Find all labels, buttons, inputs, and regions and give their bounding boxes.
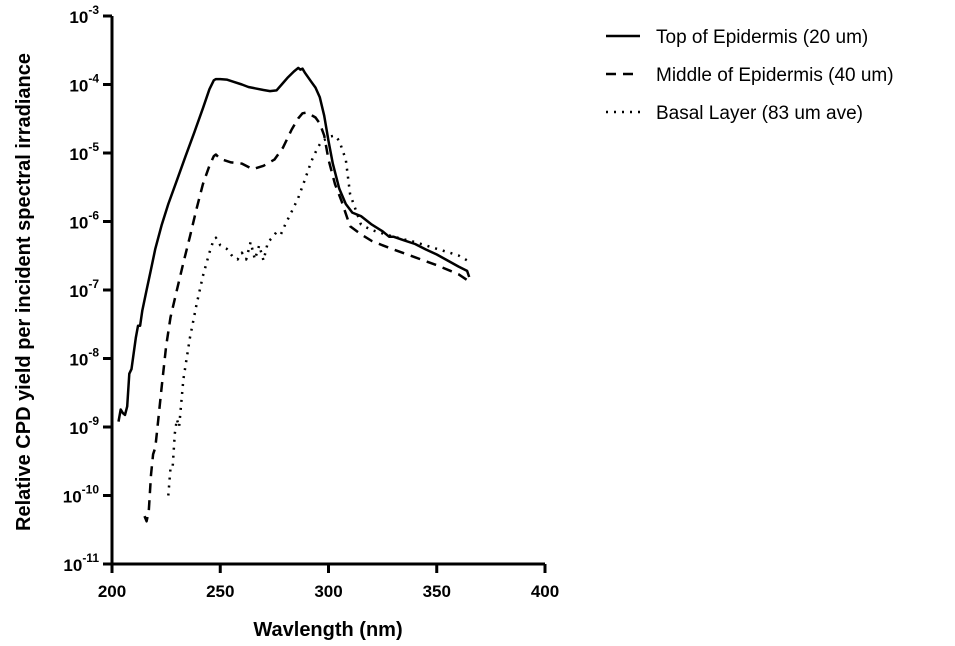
legend-label-3: Basal Layer (83 um ave) bbox=[656, 103, 863, 124]
y-tick-exponent: -4 bbox=[88, 72, 99, 86]
series-line-3 bbox=[167, 134, 470, 496]
y-tick-base: 10 bbox=[69, 77, 88, 96]
y-tick-label: 10-9 bbox=[69, 414, 99, 438]
legend-label-2: Middle of Epidermis (40 um) bbox=[656, 65, 894, 86]
y-tick-exponent: -6 bbox=[88, 209, 99, 223]
x-tick-label: 300 bbox=[314, 582, 342, 601]
y-tick-label: 10-8 bbox=[69, 346, 99, 370]
y-tick-base: 10 bbox=[69, 419, 88, 438]
y-tick-base: 10 bbox=[69, 351, 88, 370]
x-tick-label: 250 bbox=[206, 582, 234, 601]
series-line-1 bbox=[117, 66, 471, 422]
y-tick-label: 10-6 bbox=[69, 209, 99, 233]
x-tick-label: 400 bbox=[531, 582, 559, 601]
y-tick-base: 10 bbox=[69, 214, 88, 233]
y-tick-base: 10 bbox=[69, 145, 88, 164]
x-tick-label: 200 bbox=[98, 582, 126, 601]
y-tick-label: 10-11 bbox=[63, 551, 99, 575]
x-axis-title: Wavlength (nm) bbox=[253, 619, 402, 641]
y-tick-exponent: -11 bbox=[82, 551, 99, 565]
y-tick-exponent: -10 bbox=[82, 483, 100, 497]
y-tick-label: 10-4 bbox=[69, 72, 99, 96]
series-line-2 bbox=[143, 111, 471, 523]
y-tick-label: 10-5 bbox=[69, 140, 99, 164]
x-tick-label: 350 bbox=[423, 582, 451, 601]
plot-lines bbox=[117, 66, 471, 523]
y-axis-title: Relative CPD yield per incident spectral… bbox=[13, 53, 35, 531]
legend: Top of Epidermis (20 um) Middle of Epider… bbox=[606, 27, 894, 124]
y-tick-label: 10-10 bbox=[63, 483, 100, 507]
y-tick-base: 10 bbox=[69, 8, 88, 27]
y-tick-exponent: -3 bbox=[88, 3, 99, 17]
y-tick-label: 10-7 bbox=[69, 277, 99, 301]
y-tick-exponent: -7 bbox=[88, 277, 99, 291]
legend-label-1: Top of Epidermis (20 um) bbox=[656, 27, 868, 48]
y-tick-exponent: -5 bbox=[88, 140, 99, 154]
y-tick-exponent: -9 bbox=[88, 414, 99, 428]
x-ticks: 200 250 300 350 400 bbox=[98, 564, 559, 601]
y-tick-base: 10 bbox=[63, 556, 82, 575]
y-tick-base: 10 bbox=[69, 282, 88, 301]
y-tick-exponent: -8 bbox=[88, 346, 99, 360]
y-tick-base: 10 bbox=[63, 488, 82, 507]
y-tick-label: 10-3 bbox=[69, 3, 99, 27]
